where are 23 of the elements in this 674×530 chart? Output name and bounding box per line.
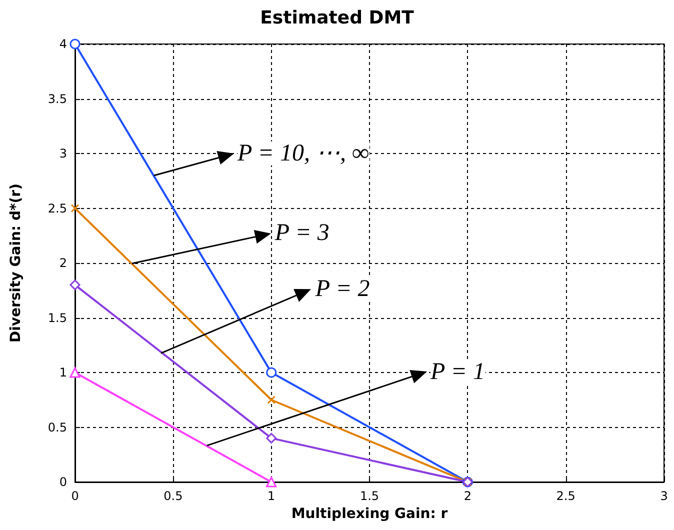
y-tick-label: 2: [59, 256, 67, 270]
y-tick-label: 2.5: [48, 201, 67, 216]
annotation: P = 10, ⋯, ∞: [236, 140, 370, 166]
annotation: P = 1: [430, 358, 485, 385]
x-axis-title: Multiplexing Gain: r: [291, 506, 448, 522]
annotation: P = 2: [314, 276, 370, 302]
y-tick-label: 1.5: [48, 310, 67, 325]
chart-title: Estimated DMT: [260, 8, 415, 28]
y-tick-label: 0.5: [48, 420, 67, 434]
x-tick-label: 2.5: [556, 489, 576, 503]
x-tick-label: 1: [268, 489, 276, 503]
x-tick-label: 1.5: [360, 489, 380, 503]
y-tick-label: 4: [59, 37, 67, 51]
x-tick-label: 0.5: [164, 489, 183, 503]
x-tick-label: 2: [464, 489, 472, 503]
y-tick-label: 1: [59, 366, 67, 380]
y-tick-label: 3.5: [48, 92, 67, 106]
y-axis-title: Diversity Gain: d*(r): [8, 184, 24, 342]
x-tick-label: 3: [660, 489, 668, 503]
annotation: P = 3: [274, 220, 330, 246]
x-tick-label: 0: [71, 489, 79, 503]
y-tick-label: 0: [59, 475, 67, 489]
y-tick-label: 3: [59, 146, 67, 160]
